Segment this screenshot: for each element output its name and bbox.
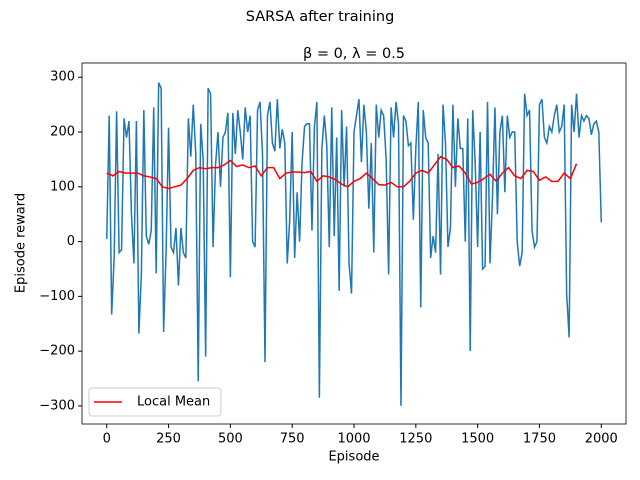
y-tick-label: 300 bbox=[50, 70, 75, 85]
legend-box bbox=[88, 387, 222, 417]
x-tick-label: 1250 bbox=[399, 432, 432, 447]
y-tick-label: 200 bbox=[50, 125, 75, 140]
series-line bbox=[105, 82, 603, 406]
y-tick-label: −200 bbox=[39, 344, 75, 359]
chart-title: β = 0, λ = 0.5 bbox=[303, 46, 405, 62]
y-axis-label: Episode reward bbox=[14, 193, 29, 293]
x-tick-label: 500 bbox=[218, 432, 243, 447]
y-tick-label: 100 bbox=[50, 179, 75, 194]
x-tick-label: 1750 bbox=[523, 432, 556, 447]
x-tick-label: 0 bbox=[103, 432, 111, 447]
x-tick-label: 250 bbox=[156, 432, 181, 447]
y-tick-label: −300 bbox=[39, 398, 75, 413]
x-tick-label: 2000 bbox=[585, 432, 618, 447]
suptitle: SARSA after training bbox=[246, 9, 395, 25]
x-axis-label: Episode bbox=[328, 450, 379, 465]
y-tick-label: 0 bbox=[67, 234, 75, 249]
y-tick-label: −100 bbox=[39, 289, 75, 304]
x-tick-label: 1500 bbox=[461, 432, 494, 447]
axes-frame bbox=[81, 62, 627, 425]
series-line bbox=[106, 155, 578, 190]
x-tick-label: 1000 bbox=[337, 432, 370, 447]
legend-label: Local Mean bbox=[137, 395, 210, 410]
x-tick-label: 750 bbox=[280, 432, 305, 447]
